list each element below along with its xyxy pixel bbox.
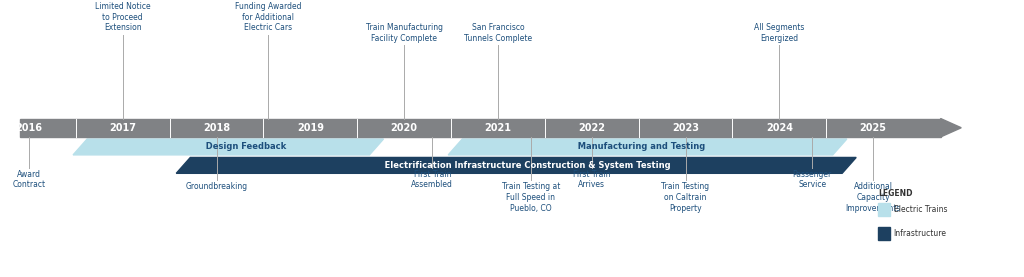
Bar — [878, 202, 890, 216]
Text: Groundbreaking: Groundbreaking — [185, 182, 248, 191]
Polygon shape — [176, 157, 856, 173]
Text: 2016: 2016 — [15, 123, 43, 133]
Text: Electrification Infrastructure Construction & System Testing: Electrification Infrastructure Construct… — [376, 161, 670, 170]
Text: Award
Contract: Award Contract — [12, 170, 45, 189]
Bar — [878, 227, 890, 240]
Polygon shape — [449, 139, 847, 155]
Text: First Train
Assembled: First Train Assembled — [412, 170, 454, 189]
Text: 2025: 2025 — [859, 123, 887, 133]
Text: First Train
Arrives: First Train Arrives — [573, 170, 610, 189]
Text: Train Manufacturing
Facility Complete: Train Manufacturing Facility Complete — [366, 23, 442, 43]
Text: 2017: 2017 — [110, 123, 136, 133]
Text: 2021: 2021 — [484, 123, 511, 133]
Text: 2018: 2018 — [203, 123, 230, 133]
Text: Manufacturing and Testing: Manufacturing and Testing — [572, 142, 706, 152]
Text: Funding Awarded
for Additional
Electric Cars: Funding Awarded for Additional Electric … — [234, 2, 301, 32]
Polygon shape — [73, 139, 384, 155]
Text: Infrastructure: Infrastructure — [894, 229, 947, 238]
Text: Additional
Capacity
Improvements: Additional Capacity Improvements — [846, 182, 901, 212]
Text: 2022: 2022 — [579, 123, 605, 133]
Text: All Segments
Energized: All Segments Energized — [754, 23, 805, 43]
Text: Train Testing
on Caltrain
Property: Train Testing on Caltrain Property — [662, 182, 710, 212]
Text: 2024: 2024 — [766, 123, 793, 133]
Bar — [19, 119, 941, 137]
Text: 2019: 2019 — [297, 123, 324, 133]
Text: 2020: 2020 — [390, 123, 418, 133]
Text: San Francisco
Tunnels Complete: San Francisco Tunnels Complete — [464, 23, 532, 43]
Text: Passenger
Service: Passenger Service — [793, 170, 831, 189]
Text: Design Feedback: Design Feedback — [200, 142, 287, 152]
Text: 2023: 2023 — [672, 123, 699, 133]
Polygon shape — [941, 119, 962, 137]
Text: Limited Notice
to Proceed
Extension: Limited Notice to Proceed Extension — [95, 2, 151, 32]
Text: Electric Trains: Electric Trains — [894, 205, 947, 214]
Text: LEGEND: LEGEND — [878, 189, 912, 198]
Text: Train Testing at
Full Speed in
Pueblo, CO: Train Testing at Full Speed in Pueblo, C… — [502, 182, 560, 212]
